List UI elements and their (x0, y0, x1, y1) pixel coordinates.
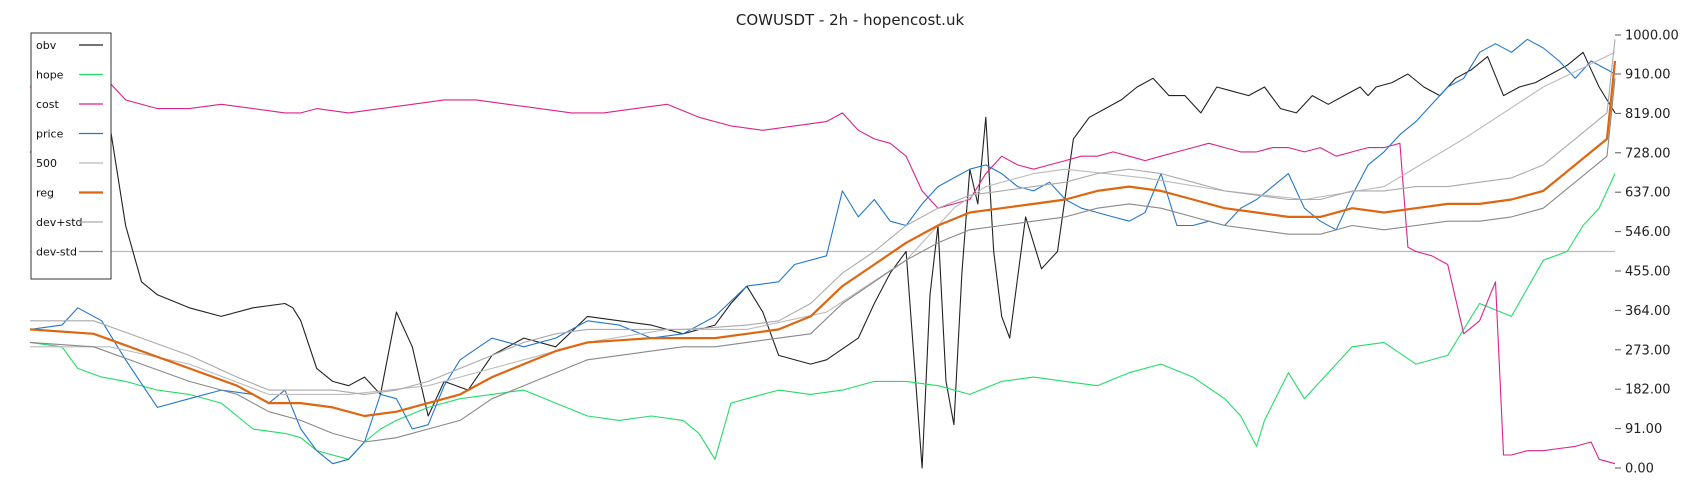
series-line-dev-std (29, 78, 1616, 443)
y-tick-label: 364.00 (1625, 304, 1671, 319)
legend-label: obv (36, 39, 57, 52)
series-layer (29, 38, 1617, 469)
legend-label: dev-std (36, 246, 77, 259)
y-tick-label: 91.00 (1625, 422, 1662, 437)
legend-label: 500 (36, 157, 57, 170)
y-tick-label: 273.00 (1625, 343, 1671, 358)
series-line-reg (29, 60, 1617, 418)
series-line-obv (29, 51, 1616, 469)
legend-label: cost (36, 98, 60, 111)
y-tick-label: 1000.00 (1625, 29, 1679, 44)
y-tick-label: 819.00 (1625, 107, 1671, 122)
legend-label: reg (36, 187, 54, 200)
y-tick-label: 0.00 (1625, 462, 1654, 477)
legend-label: hope (36, 69, 64, 82)
chart-title: COWUSDT - 2h - hopencost.uk (736, 11, 965, 29)
y-axis: 1000.00 910.00 819.00 728.00 637.00 546.00 455… (1615, 29, 1679, 477)
legend-label: price (36, 128, 64, 141)
series-line-hope (29, 173, 1616, 460)
y-tick-label: 728.00 (1625, 146, 1671, 161)
y-tick-label: 637.00 (1625, 186, 1671, 201)
y-tick-label: 455.00 (1625, 264, 1671, 279)
y-tick-label: 546.00 (1625, 225, 1671, 240)
y-tick-label: 182.00 (1625, 383, 1671, 398)
series-line-price (29, 38, 1616, 465)
y-tick-label: 910.00 (1625, 67, 1671, 82)
series-line-cost (29, 77, 1616, 465)
legend-label: dev+std (36, 216, 83, 229)
series-line-dev-std (30, 39, 1616, 395)
legend: obv hope cost price 500 reg dev+std dev-std (30, 32, 112, 280)
